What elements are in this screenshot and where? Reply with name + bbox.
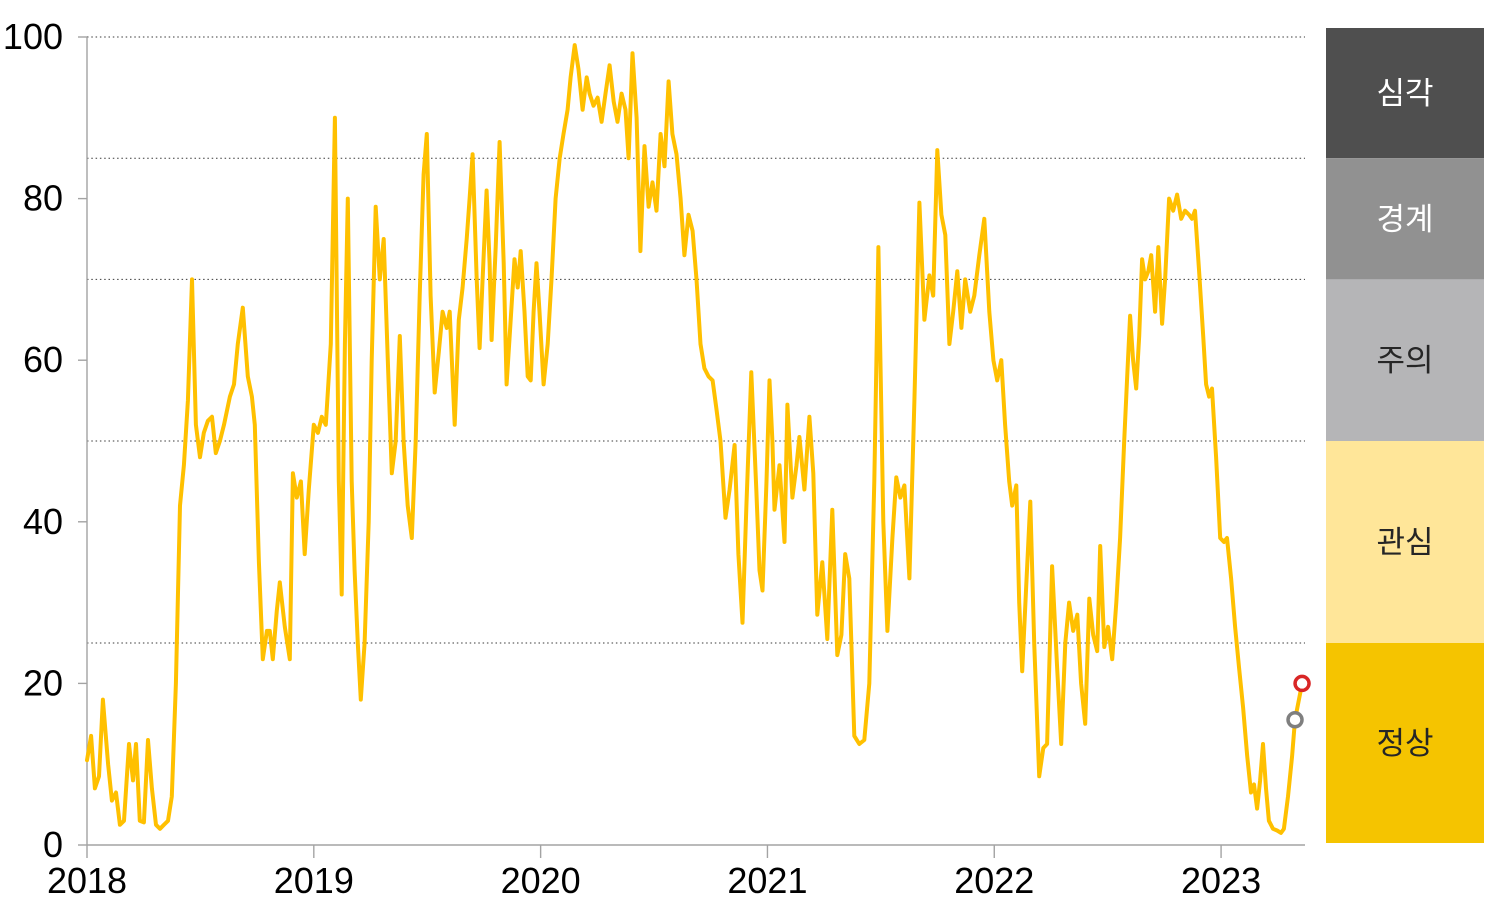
x-tick-label: 2022 xyxy=(954,860,1034,901)
legend-band-label-alert: 경계 xyxy=(1376,202,1433,237)
index-line-series xyxy=(85,43,1305,835)
x-tick-label: 2019 xyxy=(274,860,354,901)
previous-point-marker xyxy=(1286,711,1304,729)
legend-band-caution xyxy=(1326,279,1484,441)
latest-point-marker xyxy=(1293,674,1311,693)
x-tick-label: 2018 xyxy=(47,860,127,901)
legend-band-label-severe: 심각 xyxy=(1376,76,1433,111)
y-tick-label: 100 xyxy=(3,16,63,57)
legend-band-severe xyxy=(1326,28,1484,159)
legend-band-label-normal: 정상 xyxy=(1376,726,1433,761)
legend-band-alert xyxy=(1326,158,1484,280)
y-tick-label: 40 xyxy=(23,501,63,542)
legend-band-label-caution: 주의 xyxy=(1376,343,1433,378)
y-tick-label: 0 xyxy=(43,824,63,865)
y-tick-label: 60 xyxy=(23,339,63,380)
y-tick-label: 80 xyxy=(23,178,63,219)
x-tick-label: 2021 xyxy=(727,860,807,901)
legend-band-label-attention: 관심 xyxy=(1376,525,1433,560)
legend-band-attention xyxy=(1326,441,1484,643)
y-tick-label: 20 xyxy=(23,662,63,703)
legend-band-normal xyxy=(1326,643,1484,843)
x-tick-label: 2023 xyxy=(1181,860,1261,901)
x-tick-label: 2020 xyxy=(501,860,581,901)
